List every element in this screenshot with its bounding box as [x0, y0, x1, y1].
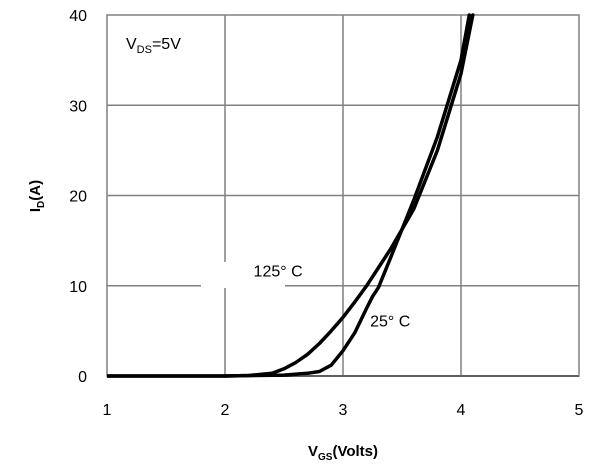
x-tick-labels: 1 2 3 4 5 — [103, 402, 584, 419]
grid-lines — [107, 15, 579, 377]
y-tick-label-20: 20 — [69, 189, 87, 206]
x-tick-label-4: 4 — [457, 402, 466, 419]
x-axis-title: VGS(Volts) — [308, 443, 378, 463]
y-tick-label-0: 0 — [78, 369, 87, 386]
x-tick-label-5: 5 — [575, 402, 584, 419]
series-label-125c: 125° C — [254, 264, 303, 281]
x-tick-label-2: 2 — [221, 402, 230, 419]
y-tick-label-30: 30 — [69, 98, 87, 115]
y-axis-title: ID(A) — [27, 180, 47, 212]
x-tick-label-1: 1 — [103, 402, 112, 419]
y-tick-label-10: 10 — [69, 279, 87, 296]
series-label-25c: 25° C — [370, 313, 410, 330]
x-tick-label-3: 3 — [339, 402, 348, 419]
y-tick-label-40: 40 — [69, 8, 87, 25]
series-layer — [107, 13, 475, 378]
label-bg-25 — [380, 312, 454, 338]
y-tick-labels: 0 10 20 30 40 — [69, 8, 87, 386]
condition-label: VDS=5V — [126, 36, 181, 56]
label-bg-125 — [201, 262, 285, 288]
plot-frame — [106, 14, 580, 377]
series-line-1 — [107, 13, 472, 378]
